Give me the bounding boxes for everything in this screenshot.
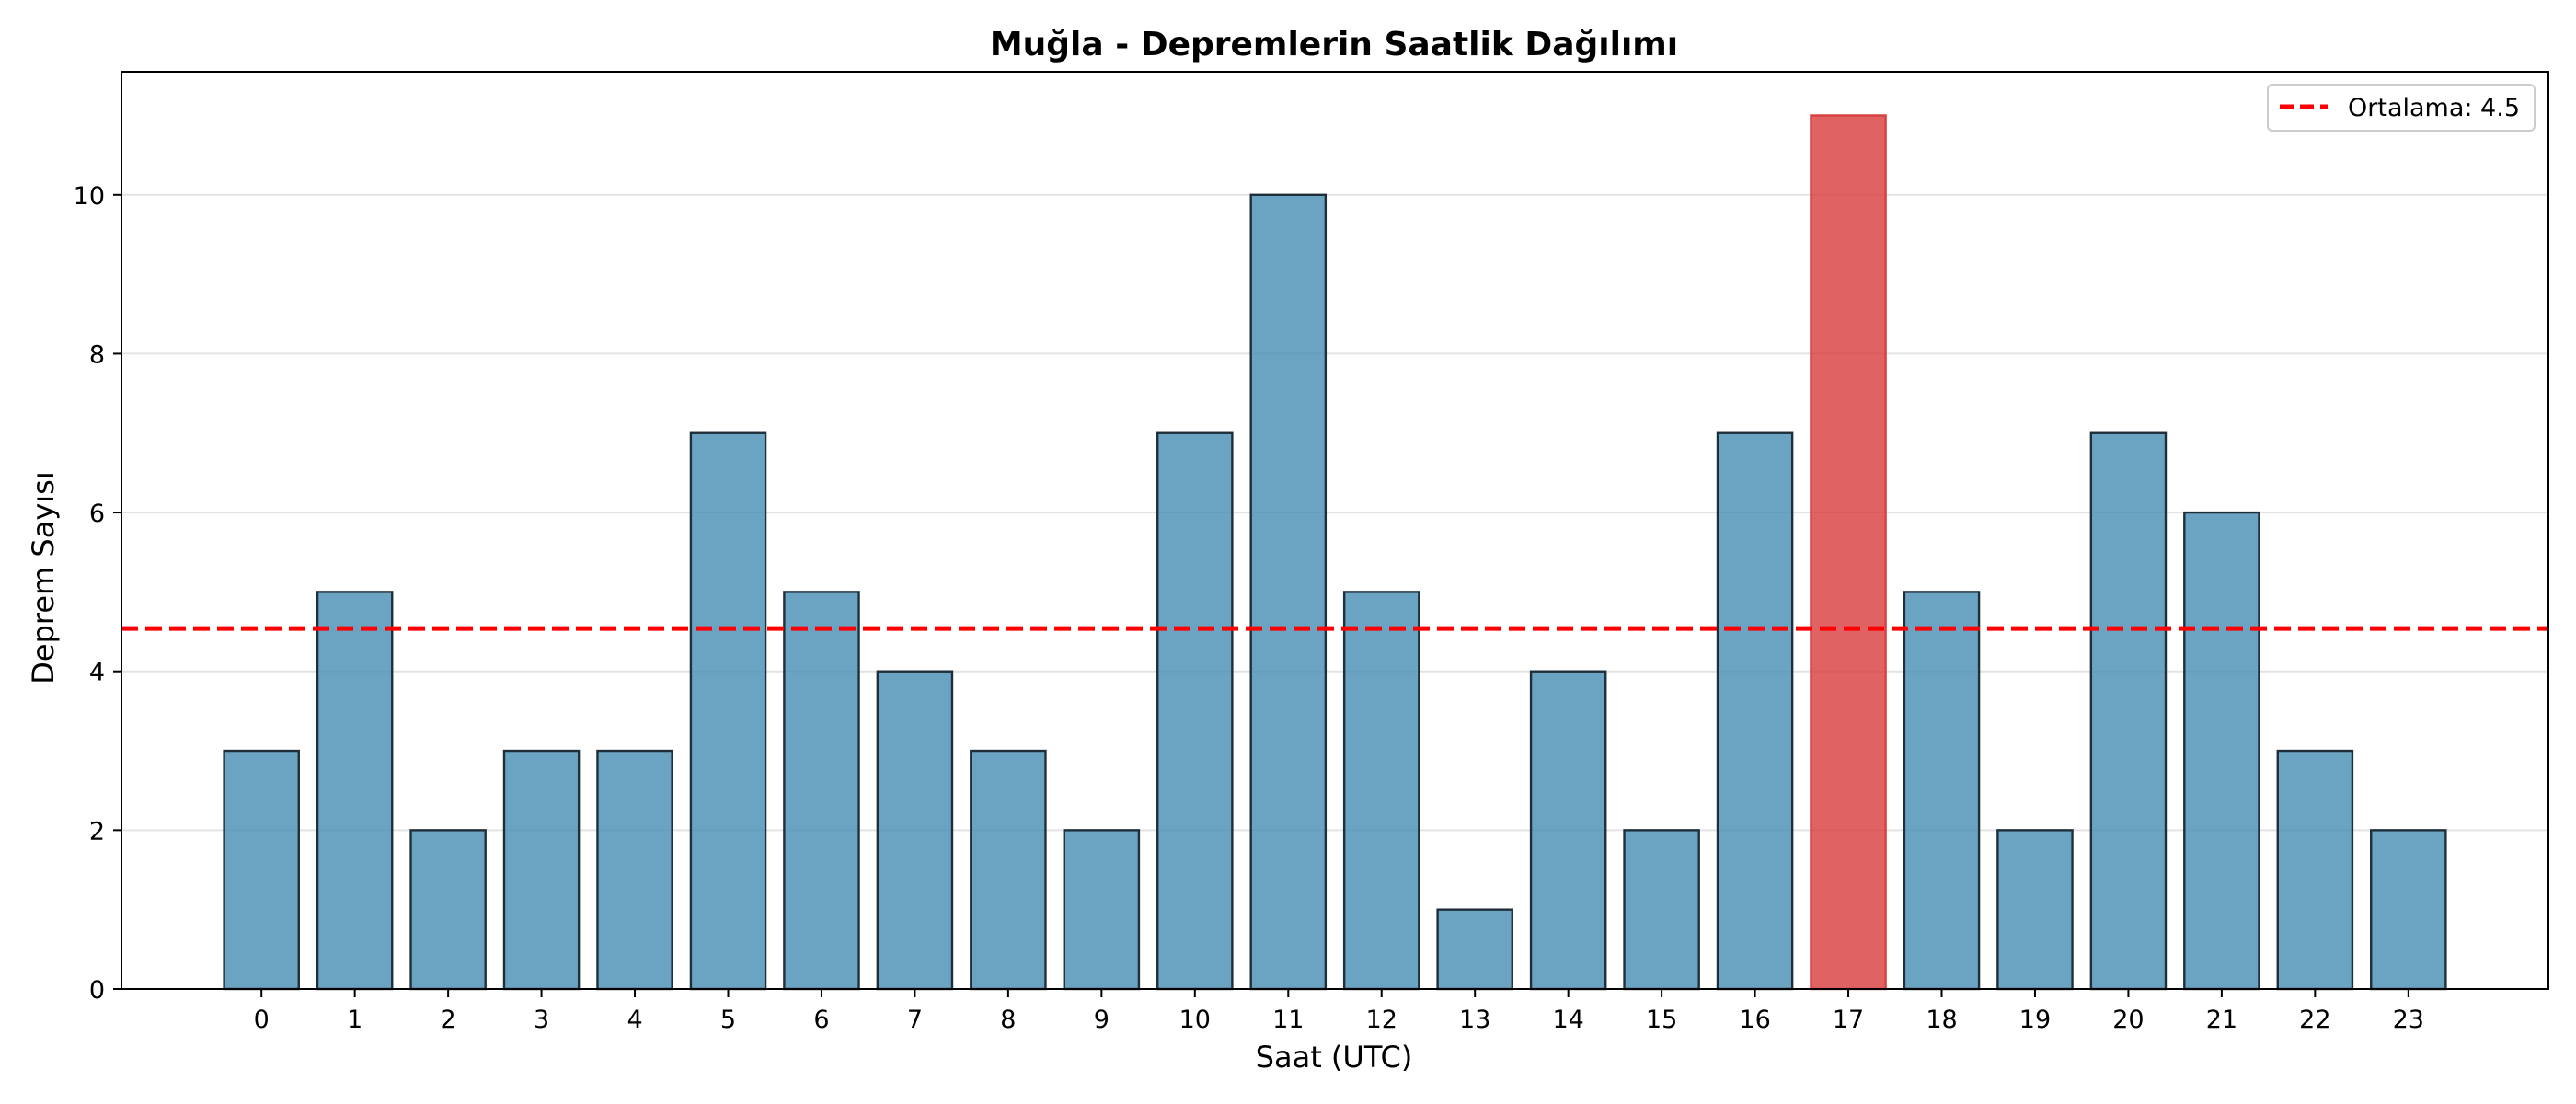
x-tick-label: 21 bbox=[2206, 1006, 2237, 1034]
y-axis-ticks: 0 2 4 6 8 10 bbox=[74, 182, 121, 1005]
bar bbox=[1249, 193, 1328, 991]
bar bbox=[2276, 749, 2354, 991]
bars bbox=[223, 114, 2447, 991]
x-tick-label: 20 bbox=[2112, 1006, 2144, 1034]
y-tick-label: 6 bbox=[89, 500, 105, 528]
y-tick-label: 10 bbox=[74, 182, 105, 211]
bar bbox=[1529, 670, 1607, 991]
y-axis-label: Deprem Sayısı bbox=[26, 471, 61, 684]
x-tick-label: 19 bbox=[2019, 1006, 2051, 1034]
x-tick-label: 13 bbox=[1459, 1006, 1490, 1034]
x-tick-label: 6 bbox=[813, 1006, 829, 1034]
plot-frame bbox=[121, 71, 2549, 990]
bar bbox=[223, 749, 300, 991]
x-tick-label: 9 bbox=[1094, 1006, 1110, 1034]
x-tick-label: 0 bbox=[254, 1006, 270, 1034]
y-tick-label: 0 bbox=[89, 976, 105, 1005]
x-tick-label: 11 bbox=[1272, 1006, 1304, 1034]
legend-mean-label: Ortalama: 4.5 bbox=[2348, 94, 2520, 122]
bar bbox=[1156, 431, 1234, 991]
bar bbox=[970, 749, 1047, 991]
bar bbox=[316, 591, 394, 991]
x-tick-label: 5 bbox=[720, 1006, 736, 1034]
y-tick-label: 8 bbox=[89, 340, 105, 369]
y-tick-label: 2 bbox=[89, 817, 105, 845]
x-tick-label: 8 bbox=[1000, 1006, 1016, 1034]
bar-highlight bbox=[1810, 114, 1887, 991]
bar bbox=[1342, 591, 1420, 991]
bar bbox=[876, 670, 954, 991]
x-tick-label: 4 bbox=[627, 1006, 642, 1034]
bar bbox=[1716, 431, 1794, 991]
x-axis-ticks: 0 1 2 3 4 5 6 7 8 9 10 11 12 13 14 15 16 17 18 19 20 21 22 23 bbox=[254, 989, 2424, 1034]
bar bbox=[502, 749, 581, 991]
x-tick-label: 22 bbox=[2299, 1006, 2330, 1034]
x-tick-label: 14 bbox=[1552, 1006, 1583, 1034]
x-tick-label: 17 bbox=[1833, 1006, 1864, 1034]
bar bbox=[409, 829, 487, 991]
bar bbox=[689, 431, 767, 991]
x-tick-label: 15 bbox=[1646, 1006, 1677, 1034]
bar bbox=[783, 591, 860, 991]
bar bbox=[1436, 908, 1513, 991]
x-tick-label: 1 bbox=[347, 1006, 362, 1034]
y-tick-label: 4 bbox=[89, 659, 105, 687]
x-tick-label: 16 bbox=[1739, 1006, 1770, 1034]
chart-title: Muğla - Depremlerin Saatlik Dağılımı bbox=[990, 26, 1678, 63]
bar bbox=[2089, 431, 2168, 991]
bar bbox=[1063, 829, 1141, 991]
x-tick-label: 3 bbox=[534, 1006, 549, 1034]
x-axis-label: Saat (UTC) bbox=[1256, 1040, 1413, 1075]
bar bbox=[596, 749, 673, 991]
x-tick-label: 2 bbox=[441, 1006, 456, 1034]
bar bbox=[1996, 829, 2074, 991]
bar bbox=[1623, 829, 1700, 991]
x-tick-label: 18 bbox=[1926, 1006, 1957, 1034]
x-tick-label: 23 bbox=[2393, 1006, 2424, 1034]
x-tick-label: 10 bbox=[1179, 1006, 1211, 1034]
bar bbox=[2183, 511, 2260, 991]
bar bbox=[2370, 829, 2447, 991]
x-tick-label: 7 bbox=[907, 1006, 923, 1034]
legend-box bbox=[2267, 84, 2536, 132]
x-tick-label: 12 bbox=[1366, 1006, 1397, 1034]
legend: Ortalama: 4.5 bbox=[2267, 84, 2536, 132]
bar bbox=[1903, 591, 1981, 991]
